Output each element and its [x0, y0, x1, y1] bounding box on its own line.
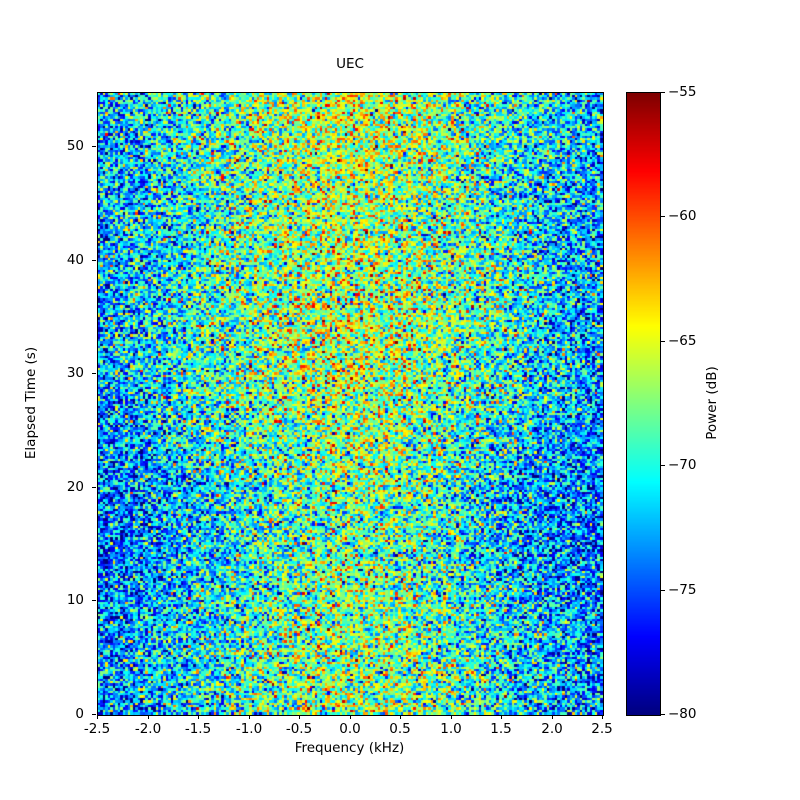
x-tick-label: -2.0: [134, 721, 162, 737]
x-tick-mark: [350, 715, 351, 719]
colorbar-tick-mark: [661, 465, 665, 466]
x-tick-mark: [400, 715, 401, 719]
x-tick-mark: [552, 715, 553, 719]
y-tick-mark: [92, 146, 96, 147]
x-axis-label: Frequency (kHz): [294, 740, 405, 756]
colorbar-tick-mark: [661, 590, 665, 591]
colorbar-tick-label: −70: [668, 457, 697, 473]
y-tick-label: 20: [66, 479, 84, 495]
plot-area: [97, 92, 604, 716]
y-tick-mark: [92, 373, 96, 374]
y-tick-label: 50: [66, 138, 84, 154]
colorbar-tick-mark: [661, 92, 665, 93]
colorbar-gradient: [627, 93, 660, 715]
x-tick-label: -2.5: [83, 721, 111, 737]
x-tick-mark: [148, 715, 149, 719]
x-tick-mark: [451, 715, 452, 719]
colorbar-tick-label: −65: [668, 333, 697, 349]
colorbar-tick-label: −60: [668, 208, 697, 224]
colorbar-tick-mark: [661, 714, 665, 715]
x-tick-mark: [602, 715, 603, 719]
y-tick-label: 10: [66, 592, 84, 608]
title-line-station: UEC: [336, 56, 364, 72]
x-tick-mark: [198, 715, 199, 719]
x-tick-label: 1.5: [490, 721, 512, 737]
y-axis-label: Elapsed Time (s): [23, 346, 39, 460]
x-tick-label: -1.0: [235, 721, 263, 737]
y-tick-mark: [92, 260, 96, 261]
y-tick-mark: [92, 600, 96, 601]
y-tick-label: 40: [66, 252, 84, 268]
x-tick-mark: [501, 715, 502, 719]
x-tick-label: 2.5: [591, 721, 613, 737]
x-tick-label: -1.5: [184, 721, 212, 737]
colorbar-tick-label: −75: [668, 582, 697, 598]
colorbar-tick-label: −55: [668, 84, 697, 100]
colorbar-tick-mark: [661, 341, 665, 342]
colorbar-tick-mark: [661, 216, 665, 217]
y-tick-mark: [92, 487, 96, 488]
x-tick-mark: [97, 715, 98, 719]
x-tick-mark: [299, 715, 300, 719]
colorbar-label: Power (dB): [704, 366, 720, 440]
y-tick-label: 0: [75, 706, 84, 722]
x-tick-mark: [249, 715, 250, 719]
x-tick-label: 0.0: [339, 721, 361, 737]
colorbar: [626, 92, 661, 716]
y-tick-mark: [92, 714, 96, 715]
x-tick-label: -0.5: [285, 721, 313, 737]
x-tick-label: 1.0: [440, 721, 462, 737]
x-tick-label: 0.5: [389, 721, 411, 737]
spectrogram-image: [98, 93, 603, 715]
colorbar-tick-label: −80: [668, 706, 697, 722]
x-tick-label: 2.0: [541, 721, 563, 737]
y-tick-label: 30: [66, 365, 84, 381]
